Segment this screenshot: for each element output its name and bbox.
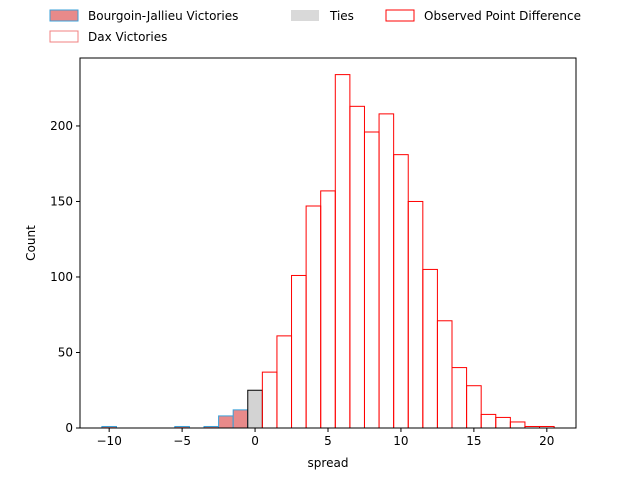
histogram-bar: [305, 205, 322, 429]
legend-swatch-observed: [385, 9, 415, 22]
plot-frame: [79, 57, 577, 429]
histogram-bar: [495, 416, 511, 429]
y-axis-ticks: 0 50 100 150 200: [50, 119, 80, 435]
histogram-bar: [422, 268, 438, 429]
histogram-bar: [334, 74, 351, 429]
histogram-bar: [261, 371, 278, 429]
histogram-bar: [276, 335, 293, 429]
legend-label-observed: Observed Point Difference: [424, 9, 581, 23]
x-tick-label: 5: [324, 434, 332, 448]
histogram-bar: [480, 413, 497, 429]
histogram-bar: [291, 274, 307, 429]
histogram-bar: [247, 389, 263, 429]
y-tick-label: 0: [65, 421, 73, 435]
x-tick-label: −10: [97, 434, 122, 448]
histogram-bar: [451, 367, 468, 429]
x-tick-label: 20: [539, 434, 554, 448]
y-axis-label: Count: [24, 225, 38, 261]
histogram-bar: [393, 154, 409, 429]
legend-swatch-bourgoin-jallieu: [49, 9, 79, 22]
legend-label-bourgoin-jallieu: Bourgoin-Jallieu Victories: [88, 9, 238, 23]
x-tick-label: 0: [251, 434, 259, 448]
y-tick-label: 100: [50, 270, 73, 284]
histogram-bar: [363, 131, 380, 429]
x-tick-label: −5: [173, 434, 191, 448]
histogram-bar: [509, 421, 526, 429]
histogram-bars: [101, 74, 555, 429]
legend-swatch-dax: [49, 30, 79, 43]
y-tick-label: 50: [58, 345, 73, 359]
chart-legend: Bourgoin-Jallieu Victories Dax Victories…: [49, 9, 581, 44]
histogram-bar: [218, 415, 234, 429]
y-tick-label: 200: [50, 119, 73, 133]
legend-label-dax: Dax Victories: [88, 30, 167, 44]
histogram-bar: [466, 385, 482, 429]
y-tick-label: 150: [50, 194, 73, 208]
legend-swatch-ties: [291, 10, 319, 21]
x-tick-label: 15: [466, 434, 481, 448]
x-axis-ticks: −10 −5 0 5 10 15 20: [97, 428, 554, 448]
histogram-bar: [378, 113, 395, 429]
histogram-bar: [407, 200, 424, 429]
legend-label-ties: Ties: [329, 9, 354, 23]
histogram-bar: [320, 190, 336, 429]
histogram-bar: [436, 320, 453, 429]
histogram-bar: [349, 105, 365, 429]
histogram-bar: [232, 409, 249, 429]
x-axis-label: spread: [308, 456, 349, 470]
x-tick-label: 10: [393, 434, 408, 448]
